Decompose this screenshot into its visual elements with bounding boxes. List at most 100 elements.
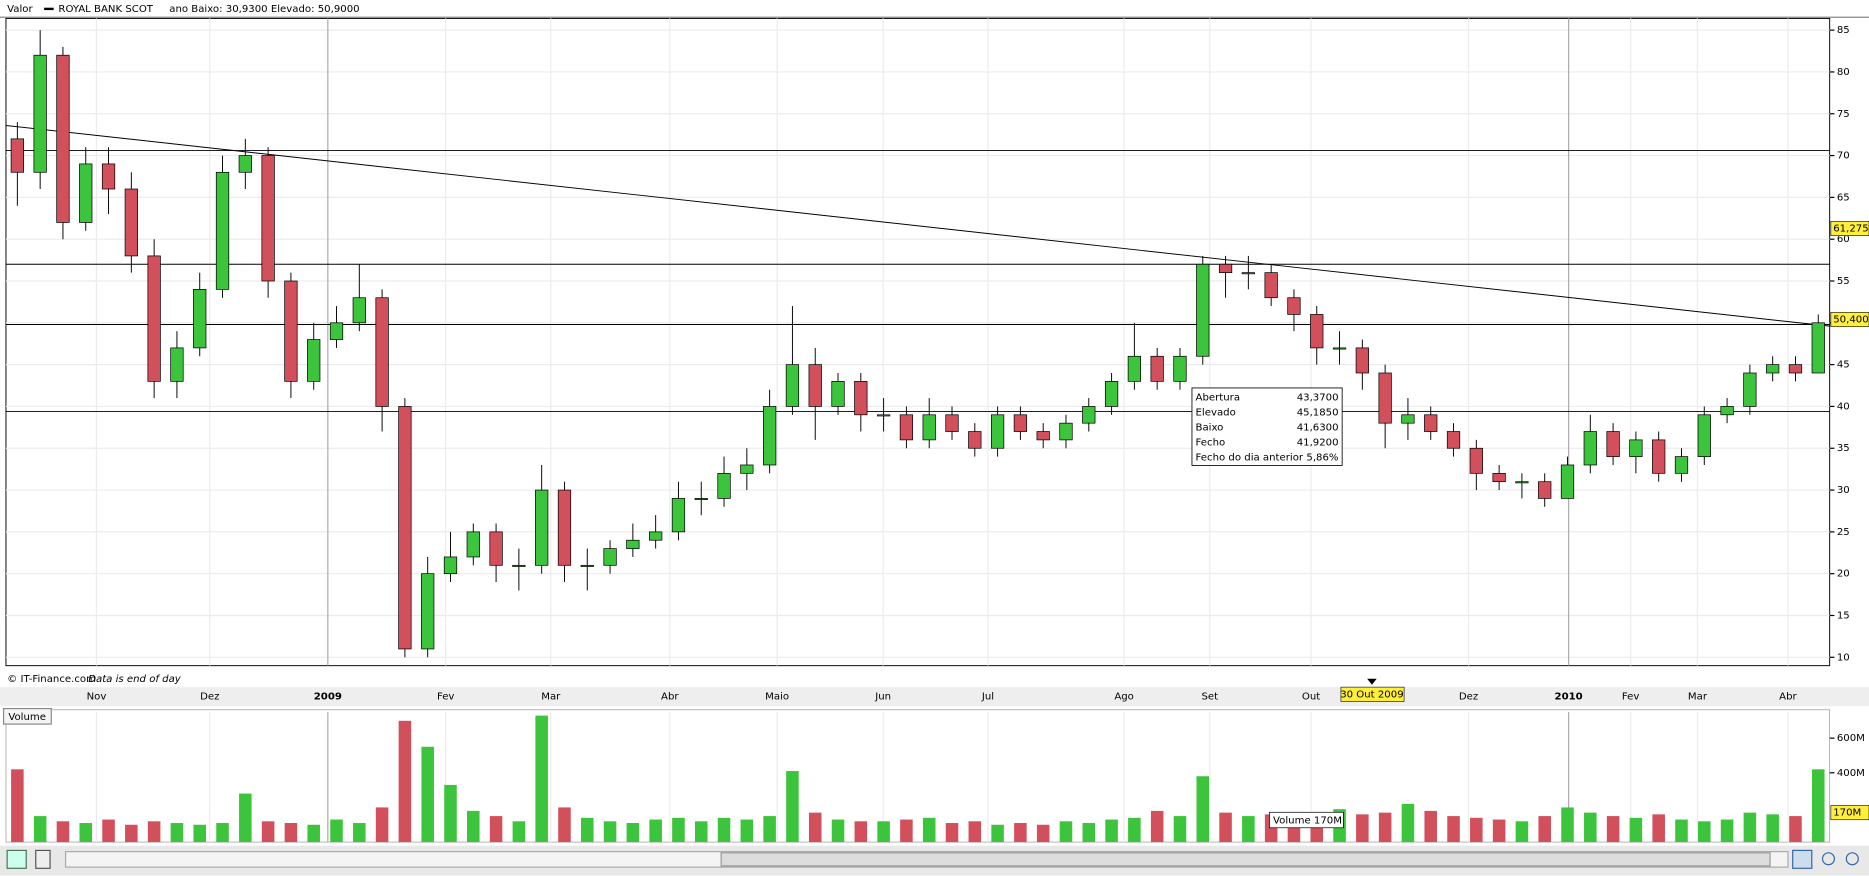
volume-bar: [489, 816, 503, 843]
volume-bar: [1173, 816, 1187, 843]
tooltip-value: 43,3700: [1297, 392, 1339, 403]
candle-body: [1173, 355, 1187, 382]
x-tick-label: Maio: [765, 692, 789, 703]
volume-bar: [1424, 810, 1437, 843]
candle-body: [56, 54, 70, 223]
volume-bar: [1356, 814, 1369, 843]
x-tick-label: Dez: [1459, 692, 1478, 703]
cursor-price-label-box: [1830, 221, 1869, 236]
volume-bar: [1720, 819, 1734, 843]
candle-body: [10, 138, 24, 173]
candle-body: [785, 364, 800, 407]
volume-bar: [216, 823, 229, 843]
candle-body: [1538, 481, 1552, 499]
volume-bar: [1105, 819, 1118, 843]
candle-body: [1082, 406, 1096, 424]
volume-bar: [649, 819, 662, 843]
y-tick-label: 30: [1837, 485, 1850, 496]
x-tick-label: Ago: [1114, 692, 1134, 703]
volume-bar: [284, 823, 298, 843]
y-tick-label: 45: [1837, 360, 1850, 371]
tooltip-key: Abertura: [1196, 392, 1241, 403]
candle-body: [79, 163, 93, 223]
volume-bar: [1470, 817, 1483, 843]
candle-body: [671, 498, 686, 533]
candle-body: [1059, 422, 1073, 441]
candle-body: [1446, 431, 1461, 449]
candle-body: [854, 380, 868, 416]
volume-bar: [1743, 812, 1757, 843]
scrollbar-thumb[interactable]: [720, 852, 1771, 867]
volume-bar: [33, 816, 47, 843]
candle-body: [307, 339, 321, 382]
candle-body: [1287, 297, 1301, 315]
volume-bar: [808, 812, 822, 843]
candle-body: [717, 472, 731, 499]
volume-bar: [1606, 816, 1620, 843]
candle-body: [626, 539, 640, 549]
footer-note: Data is end of day: [88, 674, 182, 685]
candle-body: [1264, 272, 1278, 299]
candle-body: [1515, 481, 1529, 484]
volume-bar: [261, 821, 275, 843]
x-tick-label: 2010: [1555, 692, 1583, 703]
candle-body: [968, 431, 982, 449]
candle-body: [466, 531, 480, 558]
tooltip-box: [1191, 387, 1343, 466]
candle-body: [1720, 406, 1734, 416]
y-tick-label: 40: [1837, 401, 1850, 412]
zoom-select[interactable]: [1792, 849, 1813, 869]
volume-bar: [170, 823, 184, 843]
volume-bar: [831, 819, 845, 843]
volume-last-label-box: [1830, 805, 1869, 821]
candle-body: [215, 171, 230, 290]
candle-body: [1127, 355, 1142, 382]
trendline: [5, 124, 1830, 327]
volume-bar: [922, 817, 936, 843]
candle-body: [603, 548, 617, 566]
volume-bar: [307, 824, 320, 843]
chart-icon[interactable]: [6, 849, 27, 869]
candle-body: [33, 54, 47, 173]
price-frame: [5, 17, 1831, 667]
candle-body: [649, 531, 663, 541]
cursor-date-label: 30 Out 2009: [1340, 689, 1403, 700]
candle-body: [580, 564, 594, 567]
candle-body: [193, 289, 207, 349]
candle-body: [329, 322, 344, 340]
settings-icon[interactable]: [35, 849, 51, 869]
volume-bar: [1378, 812, 1392, 843]
cursor-date-box: [1340, 686, 1405, 702]
x-tick-label: Fev: [437, 692, 454, 703]
tooltip-value: 45,1850: [1297, 407, 1339, 418]
volume-bar: [626, 823, 640, 843]
zoom-out[interactable]: [1821, 852, 1836, 866]
candle-body: [899, 414, 914, 441]
y-tick-label: 75: [1837, 109, 1850, 120]
volume-bar: [877, 821, 890, 843]
volume-bar: [1082, 823, 1096, 843]
x-tick-label: Out: [1302, 692, 1320, 703]
volume-bar: [558, 807, 571, 843]
candle-body: [1469, 447, 1483, 474]
y-tick-label: 400M: [1837, 768, 1865, 779]
zoom-in[interactable]: [1845, 852, 1859, 866]
volume-bar: [1629, 817, 1643, 843]
candle-body: [1652, 439, 1666, 474]
candle-body: [876, 414, 891, 417]
x-tick-label: Abr: [1779, 692, 1797, 703]
candle-body: [990, 414, 1005, 449]
cursor-marker: [1367, 678, 1377, 685]
candle-body: [1036, 431, 1050, 441]
candle-body: [1310, 314, 1324, 349]
volume-bar: [147, 821, 161, 843]
volume-bar: [56, 821, 70, 843]
candle-body: [1606, 431, 1620, 457]
candle-body: [284, 280, 298, 382]
volume-bar: [1698, 821, 1711, 843]
volume-bar: [603, 821, 617, 843]
volume-bar: [421, 746, 434, 843]
last-price-label: 50,4000: [1833, 314, 1869, 325]
volume-bar: [672, 817, 685, 843]
